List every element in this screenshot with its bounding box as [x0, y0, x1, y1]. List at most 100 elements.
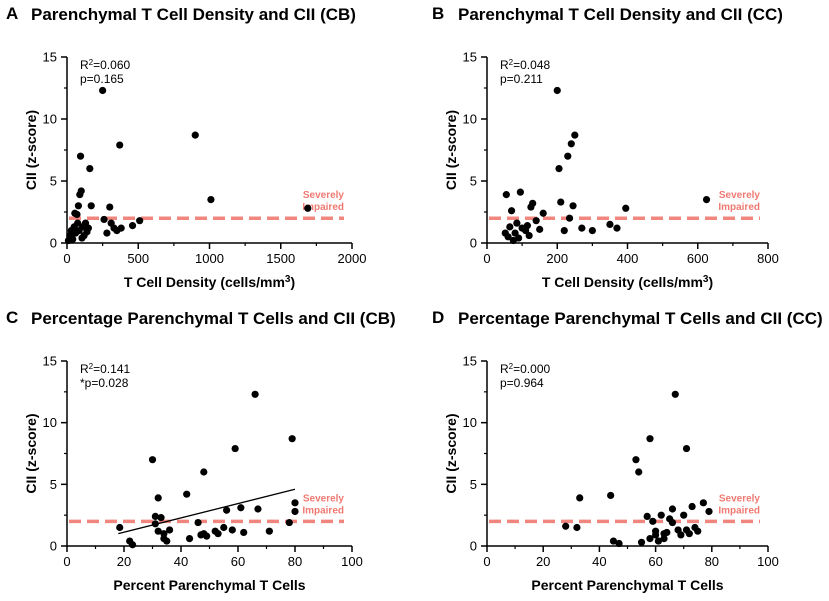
stat-r-value: =0.048: [513, 58, 550, 72]
data-point: [532, 217, 540, 225]
data-point: [507, 207, 516, 215]
threshold-label: Impaired: [302, 202, 344, 213]
panel-label: C: [6, 308, 18, 327]
data-point: [555, 165, 563, 173]
x-tick-label: 100: [757, 554, 779, 569]
stat-r-value: =0.141: [93, 362, 130, 376]
x-axis-label: T Cell Density (cells/mm3): [124, 274, 295, 290]
data-point: [151, 512, 159, 521]
data-point: [191, 131, 199, 139]
data-point: [99, 86, 107, 95]
data-point: [502, 191, 510, 199]
data-point: [657, 511, 665, 519]
data-point: [194, 518, 202, 527]
stat-r-prefix: R: [500, 58, 509, 72]
data-point: [291, 499, 299, 507]
x-tick-label: 20: [117, 554, 131, 569]
data-point: [160, 530, 168, 538]
data-point: [682, 444, 691, 453]
regression-line: [118, 488, 296, 535]
data-point: [671, 390, 679, 398]
data-point: [251, 390, 259, 398]
data-point: [699, 499, 707, 507]
data-point: [705, 507, 713, 516]
stat-r-prefix: R: [80, 362, 89, 376]
data-point: [668, 505, 677, 513]
data-point: [576, 494, 584, 502]
data-point: [100, 215, 108, 224]
data-point: [539, 209, 547, 217]
data-point: [254, 505, 262, 513]
data-point: [128, 222, 137, 230]
x-tick-label: 0: [483, 554, 490, 569]
data-point: [288, 435, 296, 443]
threshold-label: Impaired: [718, 505, 760, 516]
data-point: [609, 537, 618, 545]
stat-p-value: p=0.964: [500, 376, 544, 390]
data-point: [569, 202, 577, 210]
x-axis-label-text: T Cell Density (cells/mm: [542, 274, 703, 290]
data-point: [166, 526, 174, 534]
stat-r-value: =0.000: [513, 362, 550, 376]
data-point: [606, 220, 614, 228]
threshold-label: Severely: [719, 493, 761, 504]
x-tick-label: 800: [757, 251, 779, 266]
y-tick-label: 15: [43, 50, 57, 65]
data-point: [103, 229, 111, 237]
data-point: [183, 490, 191, 498]
data-point: [553, 86, 561, 95]
x-tick-label: 40: [174, 554, 188, 569]
chart-panel-c: C Percentage Parenchymal T Cells and CII …: [6, 308, 396, 593]
data-point: [154, 494, 162, 502]
data-point: [529, 199, 537, 207]
chart-title: Parenchymal T Cell Density and CII (CB): [31, 5, 356, 24]
panel-label: D: [432, 308, 444, 327]
data-point: [562, 522, 570, 530]
x-tick-label: 80: [705, 554, 719, 569]
data-point: [613, 224, 621, 232]
data-point: [685, 530, 693, 538]
data-point: [220, 523, 228, 532]
x-axis-label: T Cell Density (cells/mm3): [542, 274, 713, 290]
data-point: [77, 187, 85, 195]
x-tick-label: 60: [231, 554, 245, 569]
chart-title: Parenchymal T Cell Density and CII (CC): [458, 5, 783, 24]
data-point: [285, 518, 293, 527]
x-axis-label-text: Percent Parenchymal T Cells: [531, 577, 723, 593]
data-point: [622, 204, 630, 212]
x-tick-label: 20: [536, 554, 550, 569]
threshold-label: Severely: [303, 493, 345, 504]
data-point: [607, 491, 615, 500]
x-axis-label-sup: 3: [703, 274, 709, 285]
x-tick-label: 0: [63, 251, 70, 266]
chart-panel-d: D Percentage Parenchymal T Cells and CII …: [432, 308, 823, 593]
data-point: [237, 504, 245, 512]
data-point: [228, 526, 236, 534]
stat-r-sup: 2: [89, 362, 94, 371]
stat-r-squared: R2=0.060: [80, 58, 130, 72]
y-tick-label: 0: [50, 539, 57, 554]
data-point: [567, 140, 575, 148]
data-point: [116, 523, 124, 532]
panel-label: B: [432, 4, 444, 23]
threshold-label: Severely: [303, 190, 345, 201]
y-tick-label: 0: [470, 539, 477, 554]
y-tick-label: 15: [43, 354, 57, 369]
data-point: [116, 141, 124, 149]
data-point: [663, 528, 671, 537]
stat-r-sup: 2: [89, 58, 94, 67]
threshold-label: Severely: [719, 190, 761, 201]
data-point: [668, 518, 677, 527]
chart-title: Percentage Parenchymal T Cells and CII (…: [458, 309, 823, 328]
x-tick-label: 1000: [195, 251, 224, 266]
data-point: [523, 222, 531, 230]
data-point: [516, 188, 524, 196]
threshold-label: Impaired: [718, 202, 760, 213]
x-tick-label: 60: [648, 554, 662, 569]
stat-r-value: =0.060: [93, 58, 130, 72]
x-axis-label-end: ): [290, 274, 295, 290]
x-axis-label-text: T Cell Density (cells/mm: [124, 274, 285, 290]
data-point: [677, 531, 685, 539]
y-tick-label: 10: [463, 415, 477, 430]
data-point: [106, 203, 114, 211]
